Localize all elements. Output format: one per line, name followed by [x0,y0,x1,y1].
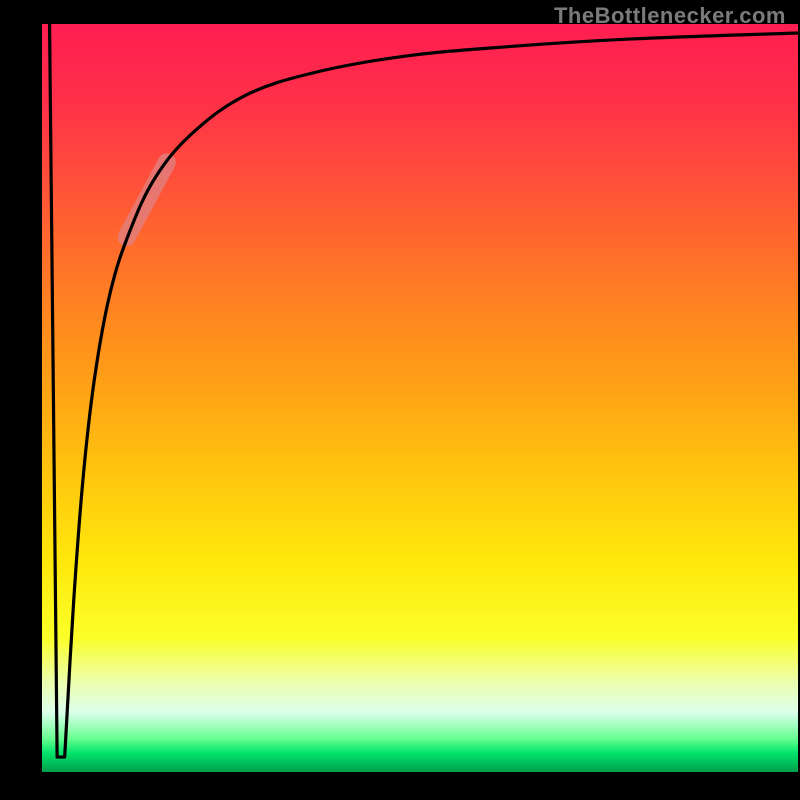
curve-layer [42,24,798,772]
figure-root: TheBottlenecker.com [0,0,800,800]
plot-area [42,24,798,772]
bottleneck-curve [50,24,798,757]
watermark-text: TheBottlenecker.com [554,3,786,29]
